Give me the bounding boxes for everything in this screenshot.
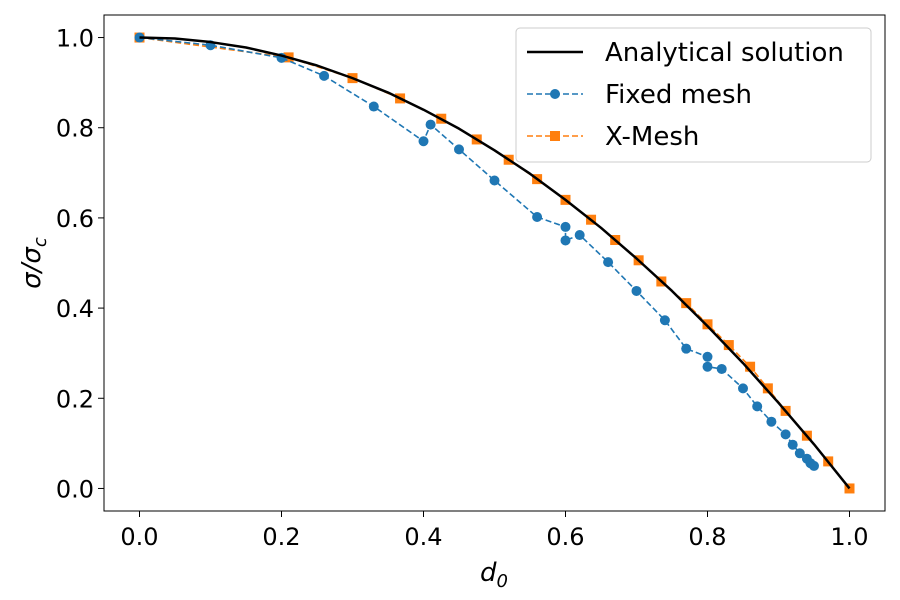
data-point-x-mesh: [681, 298, 692, 309]
data-point-fixed-mesh: [454, 144, 464, 155]
data-point-fixed-mesh: [659, 315, 670, 326]
data-point-fixed-mesh: [532, 212, 543, 223]
data-point-fixed-mesh: [425, 119, 436, 130]
y-tick-label: 0.0: [56, 475, 94, 503]
data-point-fixed-mesh: [752, 401, 763, 412]
data-point-fixed-mesh: [560, 235, 571, 246]
data-point-fixed-mesh: [134, 32, 145, 43]
data-point-x-mesh: [745, 361, 756, 372]
ticks-layer: 0.0 0.2 0.4 0.6 0.8 1.0 0.0 0.2 0.4 0.6 0.8 1.0: [56, 25, 869, 551]
legend-marker-fixed-mesh: [550, 89, 560, 99]
series-line-analytical-solution: [139, 36, 851, 490]
legend-marker-x-mesh: [550, 131, 560, 141]
data-point-fixed-mesh: [319, 70, 330, 81]
data-point-fixed-mesh: [702, 361, 713, 372]
legend-label-fixed-mesh: Fixed mesh: [605, 80, 752, 110]
data-point-fixed-mesh: [418, 136, 429, 147]
data-point-fixed-mesh: [794, 448, 805, 459]
data-point-fixed-mesh: [766, 416, 777, 427]
data-point-fixed-mesh: [368, 101, 379, 112]
y-tick-label: 0.2: [56, 385, 94, 413]
legend-box: [515, 27, 872, 163]
data-point-fixed-mesh: [631, 285, 642, 296]
x-tick-label: 0.4: [404, 523, 442, 551]
legend-label-analytical: Analytical solution: [605, 38, 844, 68]
data-point-fixed-mesh: [716, 363, 727, 374]
legend: Analytical solution Fixed mesh X-Mesh: [515, 27, 872, 163]
data-point-fixed-mesh: [574, 230, 585, 241]
data-point-fixed-mesh: [560, 221, 571, 232]
data-point-fixed-mesh: [603, 257, 614, 268]
series-layer: [134, 32, 855, 494]
y-tick-label: 0.4: [56, 295, 94, 323]
data-point-x-mesh: [723, 340, 734, 351]
data-point-x-mesh: [702, 319, 713, 330]
data-point-x-mesh: [844, 483, 855, 494]
y-tick-label: 0.6: [56, 205, 94, 233]
x-tick-label: 0.8: [688, 523, 726, 551]
plot-frame: [103, 14, 886, 512]
x-tick-label: 0.0: [120, 523, 158, 551]
y-tick-label: 1.0: [56, 25, 94, 53]
x-tick-label: 1.0: [830, 523, 868, 551]
data-point-fixed-mesh: [702, 351, 713, 362]
y-tick-label: 0.8: [56, 115, 94, 143]
data-point-fixed-mesh: [738, 383, 748, 394]
data-point-x-mesh: [762, 383, 773, 394]
data-point-fixed-mesh: [489, 175, 500, 186]
y-axis-label: σ/σc: [17, 237, 51, 289]
data-point-fixed-mesh: [809, 460, 819, 471]
data-point-fixed-mesh: [787, 439, 798, 450]
x-tick-label: 0.6: [546, 523, 584, 551]
legend-label-x-mesh: X-Mesh: [605, 122, 699, 152]
data-point-fixed-mesh: [681, 343, 692, 354]
data-point-fixed-mesh: [780, 429, 791, 440]
x-axis-label: d0: [480, 558, 508, 592]
x-tick-label: 0.2: [262, 523, 300, 551]
